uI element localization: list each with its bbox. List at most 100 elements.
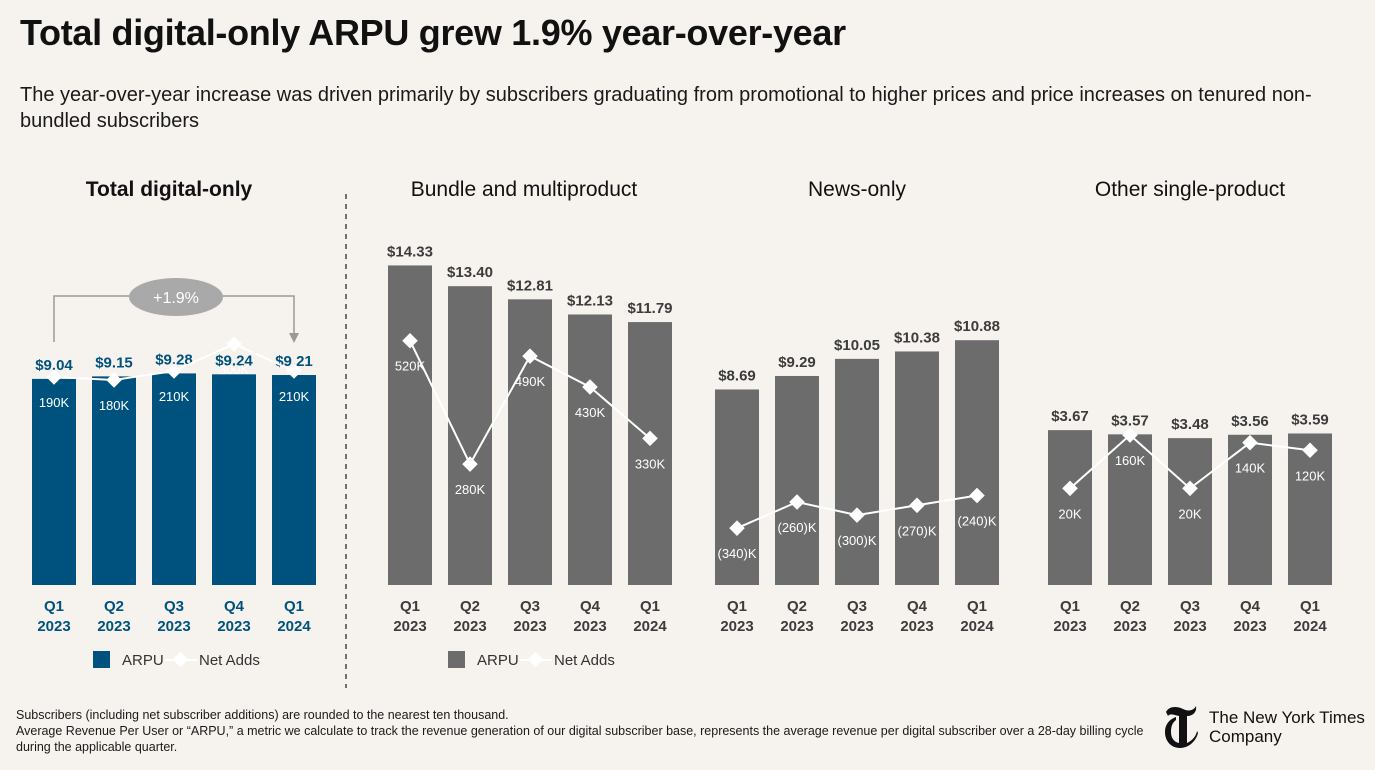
x-tick-year: 2023: [780, 618, 813, 635]
x-tick-year: 2023: [1233, 618, 1266, 635]
x-tick-quarter: Q1: [1300, 598, 1320, 615]
x-tick-year: 2024: [277, 618, 311, 635]
arpu-bar: [388, 265, 432, 585]
footnote: Subscribers (including net subscriber ad…: [16, 707, 1146, 755]
net-adds-label: 20K: [1178, 506, 1201, 521]
net-adds-point: [166, 363, 182, 379]
net-adds-label: (260)K: [777, 520, 816, 535]
net-adds-label: 120K: [1295, 468, 1326, 483]
net-adds-label: 140K: [1235, 461, 1266, 476]
page-subtitle: The year-over-year increase was driven p…: [20, 84, 1312, 132]
net-adds-label: 430K: [575, 405, 606, 420]
arpu-bar: [715, 389, 759, 585]
x-tick-quarter: Q1: [727, 598, 747, 615]
x-tick-quarter: Q2: [1120, 598, 1140, 615]
x-tick-year: 2023: [97, 618, 130, 635]
net-adds-point: [1062, 480, 1078, 497]
arpu-bar: [152, 373, 196, 585]
arpu-value-label: $9.15: [95, 354, 133, 371]
x-tick-year: 2023: [453, 618, 486, 635]
nyt-t-icon: [1165, 706, 1198, 748]
arpu-bar: [212, 374, 256, 585]
net-adds-label: 490K: [515, 374, 546, 389]
x-tick-quarter: Q4: [907, 598, 928, 615]
arpu-value-label: $9.24: [215, 352, 253, 369]
chart-title: News-only: [808, 178, 907, 201]
net-adds-label: 300K: [219, 362, 250, 377]
x-tick-year: 2023: [393, 618, 426, 635]
x-tick-year: 2023: [157, 618, 190, 635]
net-adds-label: (300)K: [837, 533, 876, 548]
arpu-value-label: $3.48: [1171, 416, 1209, 433]
x-tick-quarter: Q1: [1060, 598, 1080, 615]
x-tick-quarter: Q1: [640, 598, 660, 615]
chart-3: Other single-product $3.67 Q1 2023 $3.57 Q2 20…: [1048, 178, 1332, 635]
net-adds-point: [1182, 480, 1198, 497]
net-adds-point: [1302, 442, 1318, 459]
arpu-bar: [1168, 438, 1212, 585]
logo-line-2: Company: [1209, 727, 1282, 746]
net-adds-label: 180K: [99, 398, 130, 413]
arpu-value-label: $3.57: [1111, 412, 1149, 429]
x-tick-quarter: Q2: [104, 598, 124, 615]
arpu-value-label: $11.79: [627, 300, 672, 317]
arpu-bar: [895, 351, 939, 585]
net-adds-point: [849, 507, 865, 523]
net-adds-point: [226, 336, 242, 352]
arpu-bar: [835, 358, 879, 585]
arpu-bar: [508, 299, 552, 585]
annotation-label: +1.9%: [153, 290, 199, 307]
footnote-arpu-definition: Average Revenue Per User or “ARPU,” a me…: [16, 724, 1144, 754]
x-tick-year: 2023: [1053, 618, 1086, 635]
x-tick-quarter: Q4: [580, 598, 601, 615]
arpu-value-label: $9.04: [35, 357, 73, 374]
arpu-value-label: $14.33: [387, 243, 433, 260]
x-tick-quarter: Q1: [284, 598, 304, 615]
chart-0: Total digital-only $9.04 Q1 2023 $9.15 Q2 2023…: [32, 178, 316, 669]
charts-canvas: Total digital-only $9.04 Q1 2023 $9.15 Q2 2023…: [32, 178, 1332, 688]
chart-1: Bundle and multiproduct $14.33 Q1 2023 $13.4…: [387, 178, 672, 669]
annotation-pill: [129, 278, 223, 316]
net-adds-label: 190K: [39, 395, 70, 410]
x-tick-year: 2024: [960, 618, 994, 635]
net-adds-label: 210K: [279, 389, 310, 404]
x-tick-quarter: Q2: [460, 598, 480, 615]
x-tick-quarter: Q2: [787, 598, 807, 615]
legend-marker-net-adds: [527, 651, 544, 668]
arpu-value-label: $8.69: [718, 367, 756, 384]
x-tick-quarter: Q3: [164, 598, 184, 615]
net-adds-point: [1242, 434, 1258, 451]
chart-2: News-only $8.69 Q1 2023 $9.29 Q2 2023 $10.05 Q3 2…: [715, 178, 1000, 635]
logo-wordmark: The New York Times Company: [1209, 708, 1365, 746]
net-adds-label: 210K: [159, 389, 190, 404]
x-tick-year: 2024: [633, 618, 667, 635]
x-tick-year: 2023: [900, 618, 933, 635]
arpu-bar: [1108, 434, 1152, 585]
net-adds-label: (240)K: [957, 513, 996, 528]
arpu-value-label: $10.05: [834, 337, 880, 354]
legend-label-arpu: ARPU: [122, 652, 164, 669]
arpu-value-label: $13.40: [447, 264, 493, 281]
net-adds-label: 330K: [635, 456, 666, 471]
net-adds-point: [1122, 427, 1138, 443]
arpu-value-label: $3.56: [1231, 413, 1269, 430]
x-tick-quarter: Q3: [847, 598, 867, 615]
x-tick-quarter: Q4: [224, 598, 245, 615]
arpu-value-label: $9.29: [778, 354, 816, 371]
net-adds-label: 520K: [395, 359, 426, 374]
nyt-company-logo: The New York Times Company: [1163, 703, 1368, 751]
chart-title: Bundle and multiproduct: [411, 178, 638, 201]
x-tick-year: 2023: [513, 618, 546, 635]
legend-label-net-adds: Net Adds: [199, 652, 260, 669]
x-tick-year: 2023: [1173, 618, 1206, 635]
arpu-bar: [92, 376, 136, 585]
annotation-arrowhead: [289, 333, 299, 343]
arpu-value-label: $12.13: [567, 293, 613, 310]
legend-marker-net-adds: [172, 651, 189, 668]
footnote-rounding: Subscribers (including net subscriber ad…: [16, 708, 509, 722]
chart-title: Total digital-only: [86, 178, 253, 201]
arpu-bar: [1048, 430, 1092, 585]
x-tick-year: 2023: [573, 618, 606, 635]
x-tick-quarter: Q3: [520, 598, 540, 615]
x-tick-year: 2024: [1293, 618, 1327, 635]
